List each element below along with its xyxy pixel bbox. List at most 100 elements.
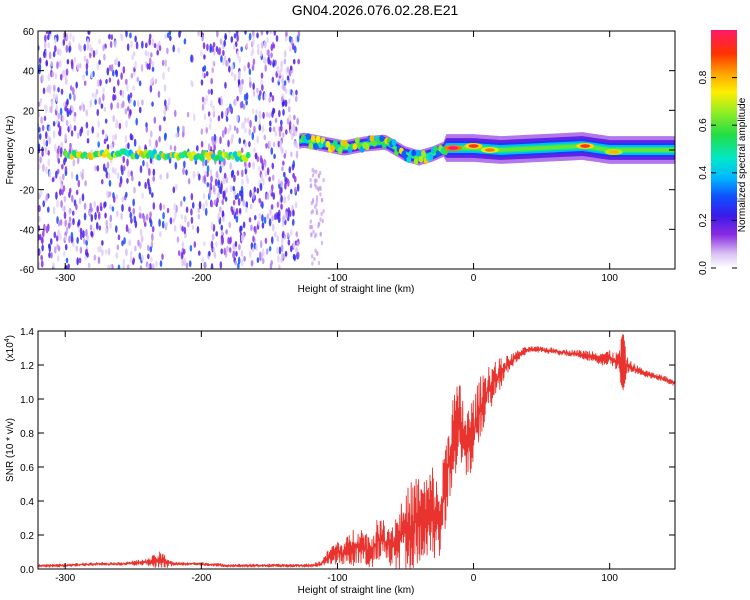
noise-speck <box>271 76 275 83</box>
noise-speck <box>136 76 140 83</box>
noise-speck <box>161 220 165 229</box>
colorbar-tick-label: 0.2 <box>698 213 709 227</box>
noise-speck <box>61 189 64 196</box>
noise-speck <box>115 56 119 65</box>
noise-speck <box>55 235 59 242</box>
noise-speck <box>81 172 84 181</box>
noise-speck <box>222 59 225 66</box>
noise-speck <box>294 201 298 209</box>
noise-speck <box>210 223 214 230</box>
noise-speck <box>268 96 271 104</box>
noise-speck <box>67 263 70 269</box>
noise-speck <box>111 166 115 174</box>
noise-speck <box>234 240 238 247</box>
noise-speck <box>93 200 96 208</box>
noise-speck <box>54 37 57 45</box>
noise-speck <box>162 204 166 210</box>
ridge-blob <box>369 135 375 142</box>
noise-speck <box>291 125 294 132</box>
noise-speck <box>272 223 275 232</box>
noise-speck <box>224 32 227 41</box>
y-tick-label: 0.2 <box>20 531 34 542</box>
noise-speck <box>253 214 257 221</box>
noise-speck <box>209 181 213 189</box>
noise-speck <box>109 204 112 210</box>
noise-speck <box>248 161 251 169</box>
noise-speck <box>95 221 99 230</box>
noise-speck <box>178 31 181 38</box>
noise-speck <box>41 146 44 152</box>
noise-speck <box>261 214 264 222</box>
noise-speck <box>50 252 53 259</box>
noise-speck <box>130 40 133 49</box>
colorbar-tick-label: 0.6 <box>698 118 709 132</box>
noise-speck <box>213 139 217 147</box>
noise-speck <box>145 122 148 128</box>
noise-speck <box>99 79 102 85</box>
noise-speck <box>238 207 242 214</box>
noise-speck <box>65 68 69 76</box>
ridge-blob <box>411 149 417 157</box>
colorbar-ticks: 0.0 0.2 0.4 0.6 0.8 <box>698 70 737 275</box>
noise-speck <box>99 205 103 212</box>
noise-speck <box>291 78 295 84</box>
noise-speck <box>280 96 284 103</box>
noise-speck <box>220 224 224 231</box>
noise-speck <box>289 188 293 195</box>
noise-speck <box>220 230 224 236</box>
noise-speck <box>210 100 213 109</box>
noise-speck <box>180 251 184 260</box>
noise-speck <box>231 133 234 140</box>
noise-speck <box>320 240 324 246</box>
noise-speck <box>186 111 190 118</box>
noise-speck <box>249 203 253 210</box>
noise-speck <box>127 169 130 178</box>
noise-speck <box>65 44 69 53</box>
noise-speck <box>106 144 110 150</box>
noise-speck <box>269 188 272 194</box>
noise-speck <box>258 197 261 204</box>
noise-speck <box>59 188 62 196</box>
noise-speck <box>225 187 228 194</box>
noise-speck <box>225 176 229 184</box>
noise-speck <box>276 246 280 253</box>
noise-speck <box>76 132 80 139</box>
noise-speck <box>86 234 89 242</box>
noise-speck <box>66 98 69 106</box>
noise-speck <box>85 239 88 246</box>
noise-speck <box>246 178 250 185</box>
noise-speck <box>206 43 209 52</box>
noise-speck <box>96 205 99 213</box>
x-tick-label: -200 <box>191 273 211 284</box>
noise-speck <box>59 219 63 226</box>
noise-speck <box>293 140 297 148</box>
noise-speck <box>289 65 293 71</box>
noise-speck <box>169 145 173 151</box>
ridge-blob <box>337 147 343 155</box>
noise-speck <box>244 31 247 35</box>
noise-speck <box>200 128 204 135</box>
noise-speck <box>241 169 244 178</box>
noise-speck <box>315 198 319 203</box>
noise-speck <box>200 50 203 57</box>
noise-speck <box>274 213 277 221</box>
noise-speck <box>242 103 246 110</box>
ridge-blob <box>418 155 424 163</box>
noise-speck <box>235 208 239 215</box>
noise-speck <box>273 153 276 159</box>
noise-speck <box>76 156 80 165</box>
noise-speck <box>62 38 66 46</box>
noise-speck <box>39 156 42 164</box>
noise-speck <box>45 140 49 147</box>
noise-speck <box>65 78 68 86</box>
noise-speck <box>312 229 315 235</box>
noise-speck <box>200 79 204 86</box>
y-tick-label: 1.0 <box>20 395 34 406</box>
noise-speck <box>126 106 130 112</box>
noise-speck <box>38 261 41 268</box>
noise-speck <box>277 216 281 224</box>
noise-speck <box>40 116 43 124</box>
noise-speck <box>132 257 136 264</box>
noise-speck <box>139 165 143 174</box>
